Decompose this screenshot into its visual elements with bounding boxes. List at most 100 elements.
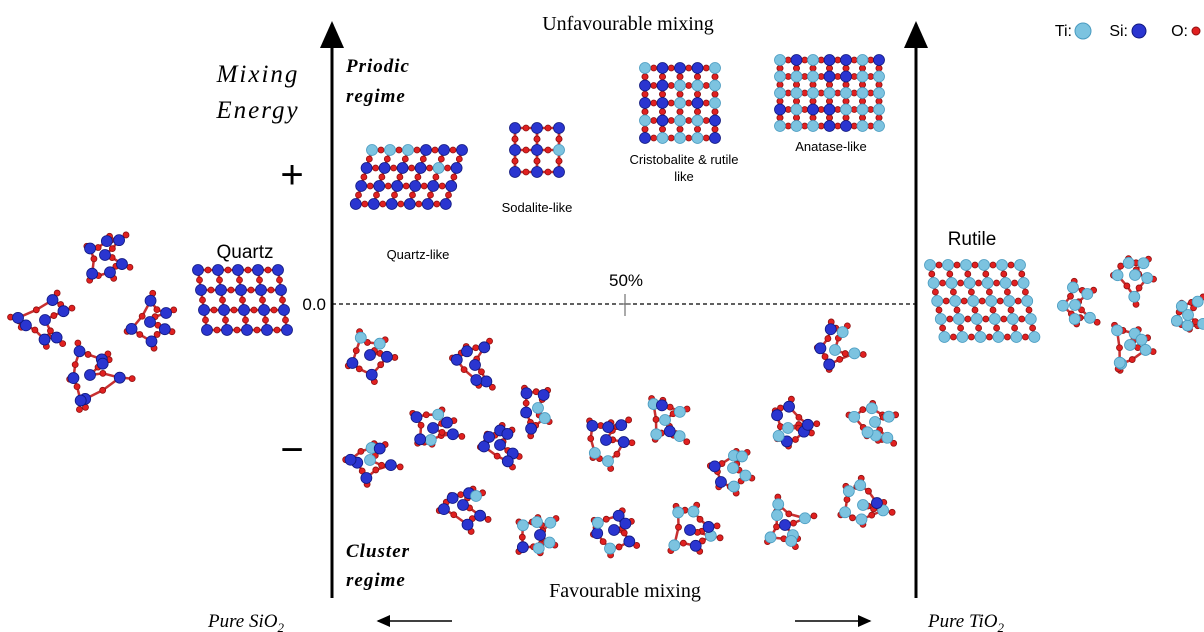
atom [95, 245, 101, 251]
atom [485, 516, 491, 522]
end-prefix: Pure [207, 611, 249, 632]
atom [777, 98, 783, 104]
atom [844, 497, 850, 503]
atom [993, 332, 1004, 343]
minus-sign: − [280, 428, 303, 472]
atom [199, 305, 210, 316]
atom [129, 376, 135, 382]
atom [686, 65, 692, 71]
atom [802, 74, 808, 80]
atom [874, 104, 885, 115]
atom [374, 443, 385, 454]
atom [1057, 300, 1068, 311]
atom [473, 345, 479, 351]
atom [200, 297, 206, 303]
atom [710, 63, 721, 74]
end-formula: SiO [249, 611, 278, 632]
atom [519, 534, 525, 540]
atom [208, 287, 214, 293]
atom [365, 350, 376, 361]
atom [862, 427, 873, 438]
atom [703, 100, 709, 106]
atom [414, 147, 420, 153]
atom [692, 115, 703, 126]
atom [657, 63, 668, 74]
atom [968, 289, 974, 295]
atom [214, 327, 220, 333]
atom [818, 90, 824, 96]
atom [526, 423, 537, 434]
atom [72, 362, 78, 368]
atom [842, 351, 848, 357]
atom [396, 147, 402, 153]
atom [802, 90, 808, 96]
atom [1171, 315, 1182, 326]
atom [248, 287, 254, 293]
atom [857, 55, 868, 66]
atom [657, 115, 668, 126]
atom [425, 435, 436, 446]
atom [415, 174, 421, 180]
atom [968, 296, 979, 307]
atom [986, 296, 997, 307]
atom [101, 236, 112, 247]
legend-label: Ti: [1055, 23, 1072, 40]
atom [675, 98, 686, 109]
atom [397, 163, 408, 174]
atom [432, 147, 438, 153]
atom [51, 332, 62, 343]
atom [456, 156, 462, 162]
atom [835, 123, 841, 129]
atom [870, 417, 881, 428]
atom [421, 183, 427, 189]
atom [358, 448, 364, 454]
atom [85, 351, 91, 357]
atom [423, 412, 429, 418]
atom [676, 524, 682, 530]
atom [692, 133, 703, 144]
atom [587, 420, 598, 431]
atom [811, 513, 817, 519]
atom [193, 265, 204, 276]
atom [521, 407, 532, 418]
atom [602, 456, 613, 467]
atom [347, 357, 358, 368]
atom [433, 174, 439, 180]
atom [365, 455, 376, 466]
atom [1008, 262, 1014, 268]
atom [601, 435, 612, 446]
atom [621, 530, 627, 536]
atom [356, 366, 362, 372]
atom [668, 118, 674, 124]
atom [1183, 310, 1194, 321]
atom [712, 109, 718, 115]
axis-title: Energy [215, 97, 299, 124]
atom [976, 280, 982, 286]
atom [775, 55, 786, 66]
atom [373, 165, 379, 171]
atom [494, 453, 500, 459]
atom [874, 121, 885, 132]
atom [695, 109, 701, 115]
atom [1140, 344, 1151, 355]
atom [239, 305, 250, 316]
atom [868, 74, 874, 80]
atom [640, 115, 651, 126]
atom [223, 317, 229, 323]
atom [545, 517, 556, 528]
atom [403, 145, 414, 156]
atom [603, 422, 614, 433]
atom [773, 499, 784, 510]
atom [785, 123, 791, 129]
atom [775, 88, 786, 99]
atom [802, 123, 808, 129]
atom [1112, 325, 1123, 336]
atom [545, 125, 551, 131]
atom [532, 167, 543, 178]
atom [950, 289, 956, 295]
atom [791, 121, 802, 132]
atom [824, 121, 835, 132]
atom [841, 104, 852, 115]
atom [240, 297, 246, 303]
legend-ti [1075, 23, 1091, 39]
